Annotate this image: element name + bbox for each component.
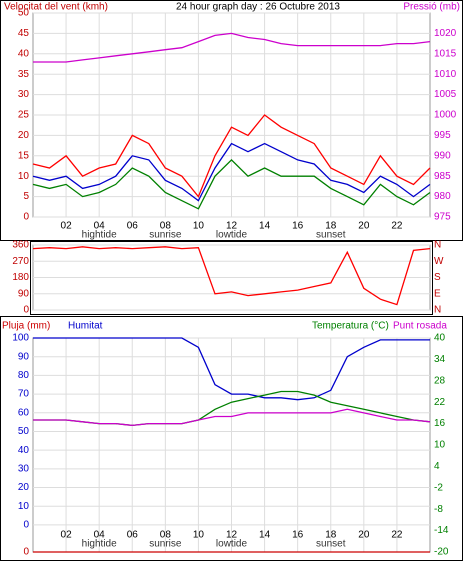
y2-tick-label: 4	[434, 461, 440, 472]
y2-tick-label: W	[434, 256, 444, 267]
y-tick-label: 60	[18, 407, 30, 418]
chart-title: 24 hour graph day : 26 Octubre 2013	[176, 2, 340, 13]
y-tick-label: 90	[18, 288, 30, 299]
legend-entry: Pluja (mm)	[2, 321, 50, 332]
y-tick-label: 40	[18, 48, 30, 59]
y-tick-label: 70	[18, 389, 30, 400]
y-tick-label: 45	[18, 28, 30, 39]
y2-tick-label: E	[434, 288, 441, 299]
annotation: hightide	[82, 230, 117, 241]
y-tick-label: 30	[18, 463, 30, 474]
y2-tick-label: 980	[434, 191, 451, 202]
y2-tick-label: 1010	[434, 69, 457, 80]
x-tick-label: 16	[292, 530, 304, 541]
x-tick-label: 22	[391, 221, 403, 232]
x-tick-label: 14	[259, 221, 271, 232]
series-line	[32, 114, 431, 198]
y2-tick-label: -2	[434, 482, 443, 493]
y-tick-label: 30	[18, 89, 30, 100]
y2-tick-label: N	[434, 240, 441, 251]
annotation: lowtide	[216, 230, 248, 241]
x-tick-label: 02	[61, 530, 73, 541]
x-tick-label: 12	[226, 221, 238, 232]
y-tick-label: 50	[18, 426, 30, 437]
y-tick-label: 10	[18, 171, 30, 182]
y-tick-label: 0	[23, 212, 29, 223]
annotation: sunset	[316, 230, 346, 241]
y2-tick-label: 22	[434, 397, 446, 408]
series-line	[33, 408, 431, 427]
x-tick-label: 14	[259, 530, 271, 541]
y-axis-label: Velocitat del vent (kmh)	[4, 2, 108, 13]
y2-tick-label: 1020	[434, 28, 457, 39]
y2-tick-label: 975	[434, 212, 451, 223]
series-line	[32, 142, 431, 202]
annotation: hightide	[82, 539, 117, 550]
x-tick-label: 20	[358, 530, 370, 541]
y2-tick-label: -14	[434, 525, 449, 536]
y2-tick-label: 990	[434, 150, 451, 161]
y-tick-label: 10	[18, 501, 30, 512]
x-tick-label: 06	[127, 530, 139, 541]
y2-tick-label: -20	[434, 547, 449, 558]
y2-tick-label: N	[434, 305, 441, 316]
y-tick-label: 100	[12, 333, 29, 344]
legend-entry: Temperatura (°C)	[312, 321, 389, 332]
y-tick-label: 20	[18, 130, 30, 141]
y2-tick-label: 40	[434, 333, 446, 344]
x-tick-label: 10	[193, 530, 205, 541]
y2-tick-label: 28	[434, 375, 446, 386]
x-tick-label: 08	[160, 221, 172, 232]
y2-tick-label: 10	[434, 440, 446, 451]
y2-tick-label: 16	[434, 418, 446, 429]
y-tick-label: 0	[23, 305, 29, 316]
series-line	[33, 32, 431, 63]
y-tick-label: 90	[18, 351, 30, 362]
y2-axis-label: Pressió (mb)	[403, 2, 460, 13]
annotation: sunset	[316, 539, 346, 550]
y2-tick-label: 1000	[434, 110, 457, 121]
y-tick-label: 270	[12, 256, 29, 267]
annotation: sunrise	[149, 539, 182, 550]
y2-tick-label: 34	[434, 354, 446, 365]
x-tick-label: 04	[94, 530, 106, 541]
y-tick-label: 15	[18, 150, 30, 161]
y2-tick-label: S	[434, 272, 441, 283]
y2-tick-label: 1015	[434, 48, 457, 59]
y-tick-label: 5	[23, 191, 29, 202]
x-tick-label: 02	[61, 221, 73, 232]
x-tick-label: 22	[391, 530, 403, 541]
x-tick-label: 12	[226, 530, 238, 541]
y-tick-label: 0	[23, 520, 29, 531]
x-tick-label: 10	[193, 221, 205, 232]
x-tick-label: 20	[358, 221, 370, 232]
y-tick-label: 360	[12, 240, 29, 251]
x-tick-label: 18	[325, 530, 337, 541]
y-tick-label: 35	[18, 69, 30, 80]
x-tick-label: 16	[292, 221, 304, 232]
x-tick-label: 18	[325, 221, 337, 232]
x-tick-label: 08	[160, 530, 172, 541]
legend-entry: Punt rosada	[393, 321, 447, 332]
y-tick-label: 20	[18, 482, 30, 493]
y-tick-label: 180	[12, 272, 29, 283]
y2-tick-label: 1005	[434, 89, 457, 100]
y-tick-label: 40	[18, 445, 30, 456]
x-tick-label: 06	[127, 221, 139, 232]
y-tick-label: 25	[18, 110, 30, 121]
series-line	[32, 246, 431, 306]
y-tick-label: 80	[18, 370, 30, 381]
x-tick-label: 04	[94, 221, 106, 232]
annotation: sunrise	[149, 230, 182, 241]
y-tick-label: 50	[18, 8, 30, 19]
annotation: lowtide	[216, 539, 248, 550]
legend-entry: Humitat	[68, 321, 103, 332]
y2-tick-label: 985	[434, 171, 451, 182]
y2-tick-label: 995	[434, 130, 451, 141]
series-line	[32, 158, 431, 210]
y2-tick-label: -8	[434, 504, 443, 515]
series-line	[33, 337, 430, 401]
y3-tick-label: 0	[23, 547, 29, 558]
